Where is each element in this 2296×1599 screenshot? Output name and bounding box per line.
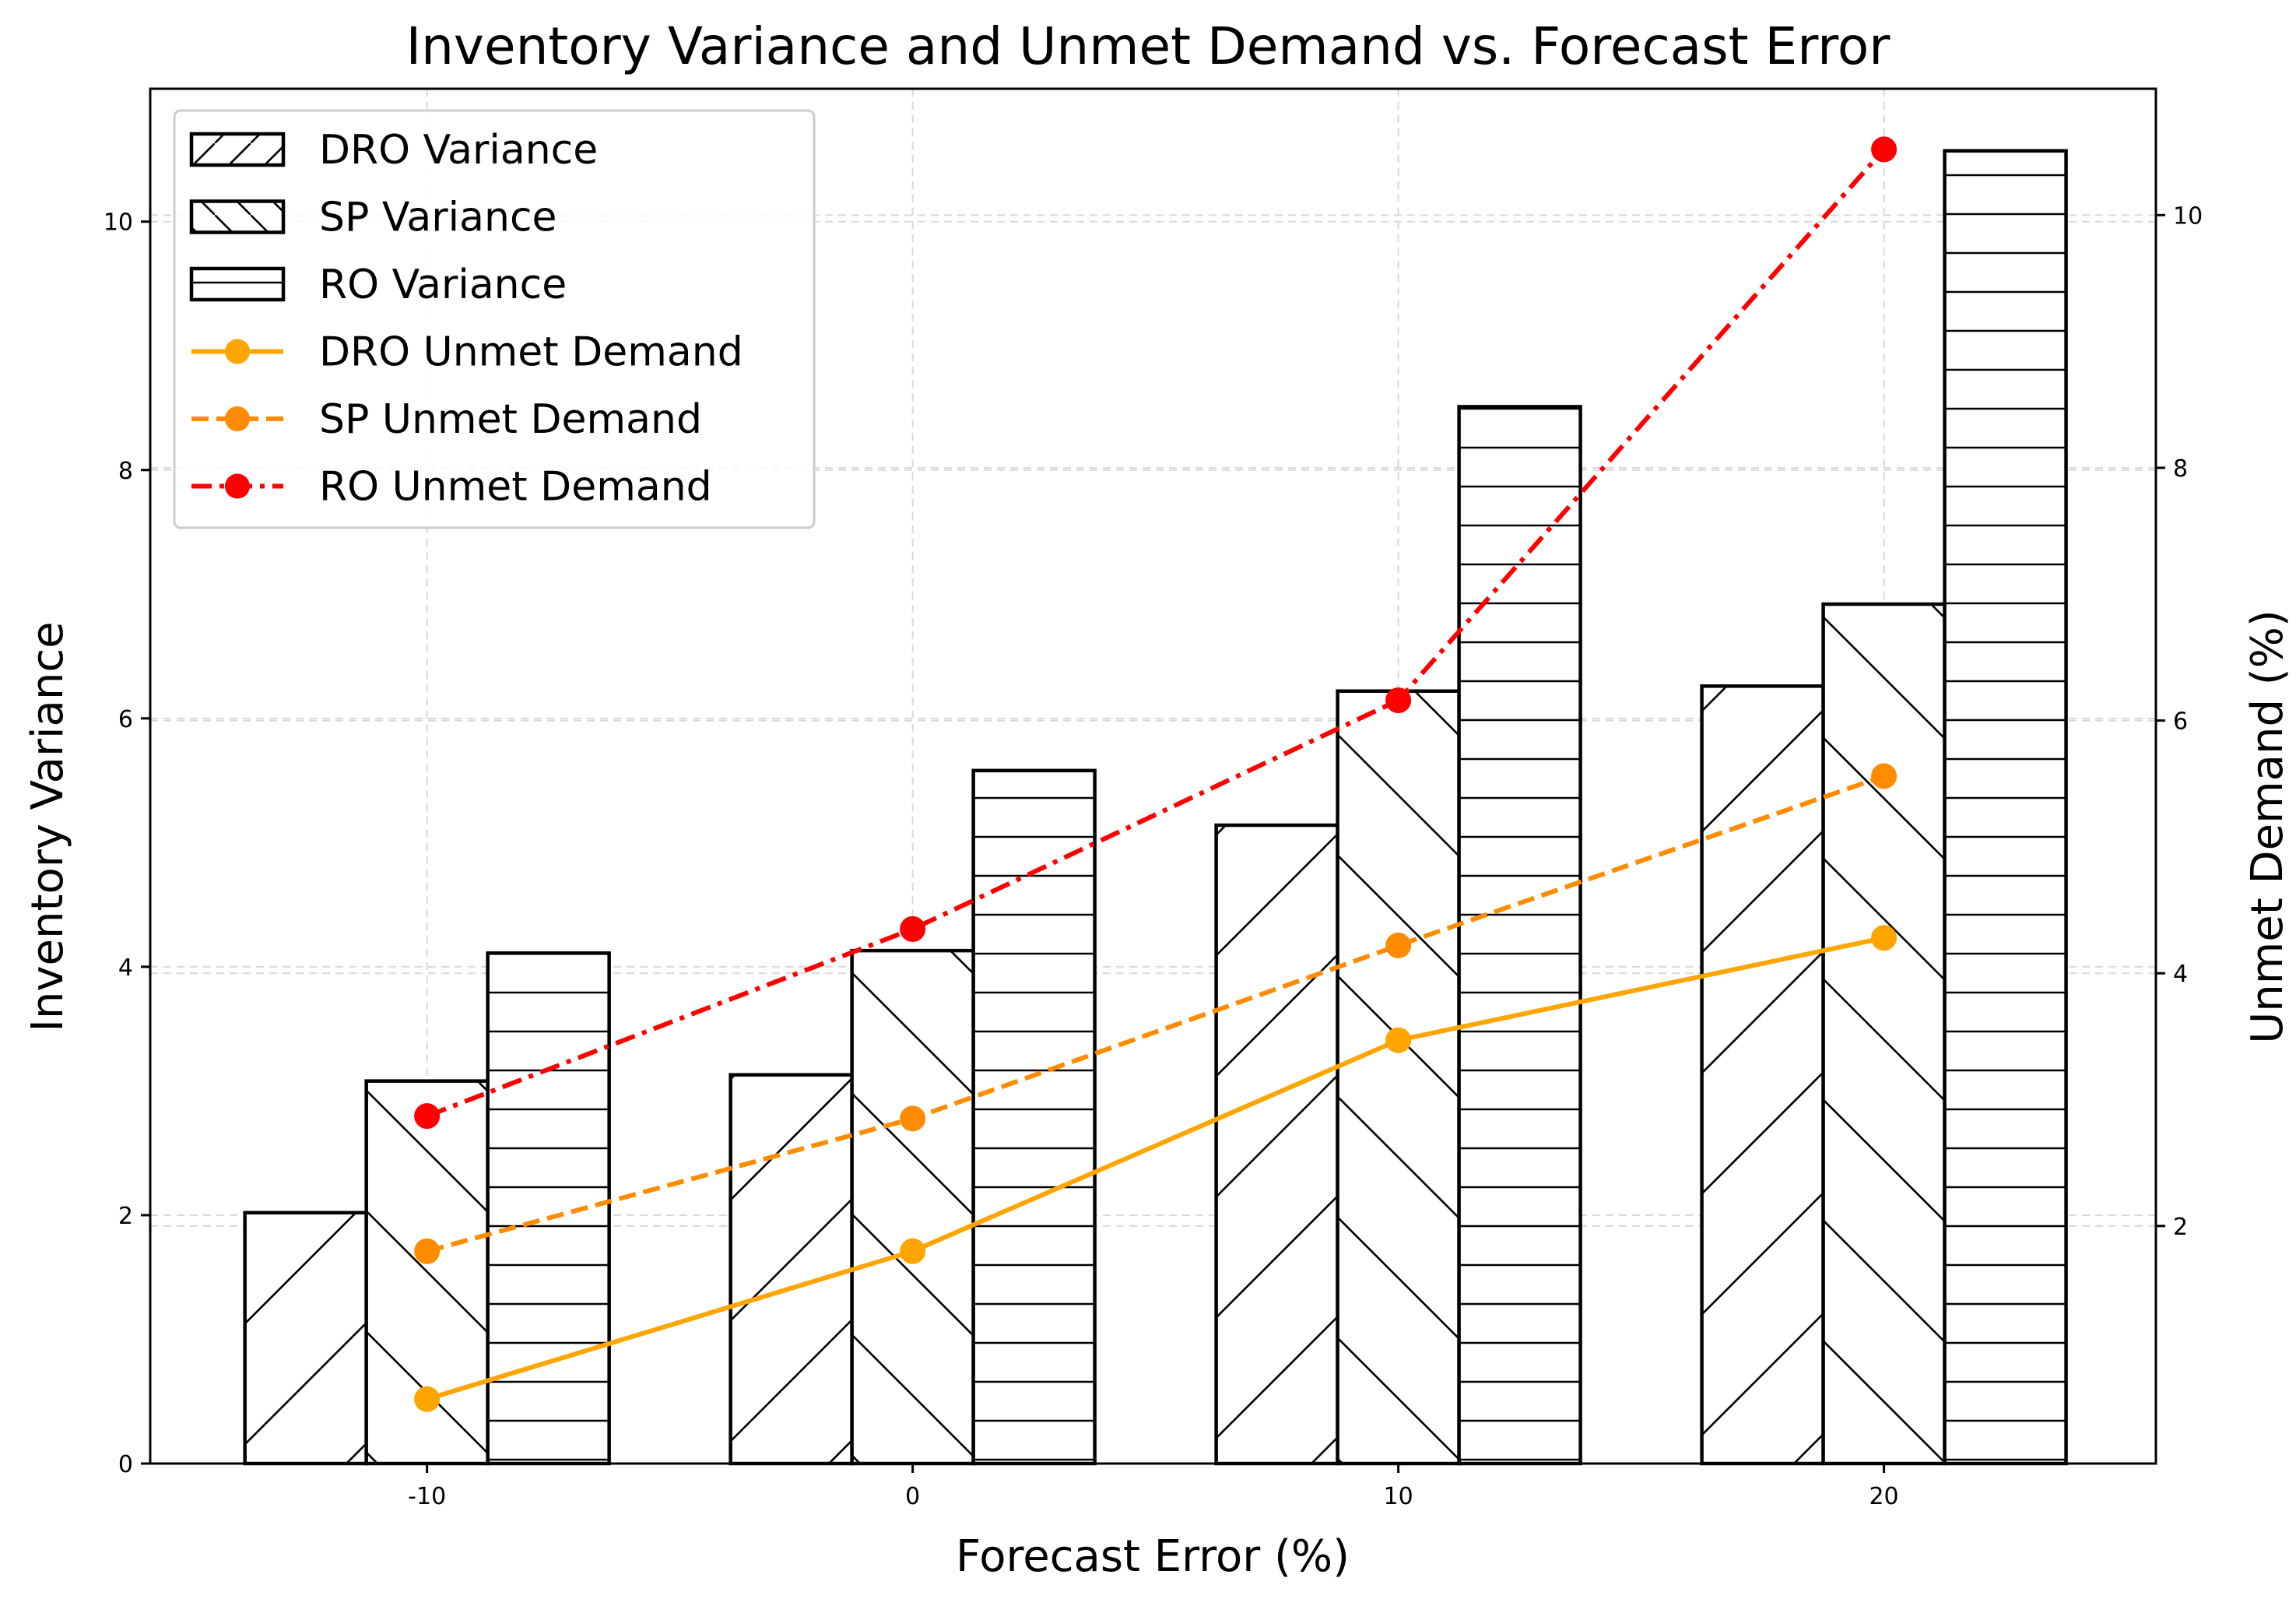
- legend-swatch: [189, 266, 286, 302]
- legend: DRO Variance SP Variance RO Variance DRO Un…: [173, 109, 816, 529]
- point-sp-unmet-demand: [1385, 933, 1412, 959]
- bar-sp-variance: [850, 948, 975, 1466]
- y-tick-label: 8: [118, 458, 133, 485]
- point-dro-unmet-demand: [414, 1386, 441, 1412]
- x-axis-title: Forecast Error (%): [956, 1531, 1350, 1582]
- legend-swatch: [189, 199, 286, 234]
- y-axis-left: 0 2 4 6 8 10: [104, 209, 150, 1478]
- point-ro-unmet-demand: [414, 1103, 441, 1130]
- plot-frame: [149, 87, 2157, 1465]
- legend-frame: [173, 109, 816, 529]
- line-sp-unmet-demand: [426, 774, 1885, 1254]
- legend-marker: [225, 339, 250, 364]
- legend-label: SP Unmet Demand: [319, 396, 702, 443]
- bars: [243, 149, 2068, 1466]
- y2-tick-label: 6: [2173, 708, 2188, 736]
- bar-ro-variance: [1457, 405, 1582, 1466]
- legend-label: SP Variance: [319, 195, 557, 241]
- x-tick-label: 20: [1869, 1483, 1898, 1510]
- bar-ro-variance: [971, 768, 1097, 1466]
- x-axis: -10 0 10 20: [408, 1464, 1899, 1510]
- line-ro-unmet-demand: [426, 147, 1886, 1119]
- y-tick-label: 6: [118, 706, 133, 733]
- y-tick-label: 2: [118, 1203, 133, 1230]
- point-sp-unmet-demand: [1871, 763, 1898, 789]
- y2-tick-label: 4: [2173, 961, 2188, 988]
- bar-sp-variance: [1821, 602, 1947, 1466]
- unmet-demand-lines: [414, 136, 1898, 1412]
- point-ro-unmet-demand: [1871, 136, 1898, 163]
- point-dro-unmet-demand: [1385, 1027, 1412, 1053]
- point-dro-unmet-demand: [900, 1238, 926, 1264]
- line-dro-unmet-demand: [426, 935, 1885, 1402]
- bar-ro-variance: [1943, 149, 2068, 1466]
- y2-tick-label: 10: [2173, 202, 2203, 230]
- bar-dro-variance: [243, 1211, 368, 1466]
- y2-tick-label: 2: [2173, 1214, 2188, 1241]
- bar-dro-variance: [1700, 684, 1825, 1466]
- legend-marker: [225, 473, 250, 499]
- legend-label: RO Unmet Demand: [319, 464, 712, 511]
- legend-label: RO Variance: [319, 262, 567, 308]
- point-ro-unmet-demand: [900, 915, 926, 942]
- y-axis-right: 2 4 6 8 10: [2156, 202, 2203, 1241]
- y-tick-label: 0: [118, 1451, 133, 1478]
- point-dro-unmet-demand: [1871, 925, 1898, 951]
- point-sp-unmet-demand: [900, 1105, 926, 1132]
- x-tick-label: 10: [1384, 1483, 1413, 1510]
- bar-sp-variance: [1336, 689, 1461, 1466]
- x-tick-label: 0: [905, 1483, 920, 1510]
- y2-tick-label: 8: [2173, 455, 2188, 483]
- y2-axis-title: Unmet Demand (%): [2242, 610, 2293, 1043]
- legend-label: DRO Unmet Demand: [319, 329, 743, 376]
- legend-swatch: [189, 132, 286, 167]
- x-tick-label: -10: [408, 1483, 446, 1510]
- y-tick-label: 10: [104, 209, 133, 237]
- bar-ro-variance: [486, 951, 611, 1466]
- y-axis-title: Inventory Variance: [23, 621, 73, 1031]
- bar-dro-variance: [1214, 823, 1339, 1466]
- point-sp-unmet-demand: [414, 1238, 441, 1264]
- legend-marker: [225, 406, 250, 431]
- y-tick-label: 4: [118, 954, 133, 982]
- point-ro-unmet-demand: [1385, 687, 1412, 714]
- legend-label: DRO Variance: [319, 127, 598, 174]
- bar-dro-variance: [728, 1073, 854, 1466]
- chart-title: Inventory Variance and Unmet Demand vs. …: [406, 16, 1891, 76]
